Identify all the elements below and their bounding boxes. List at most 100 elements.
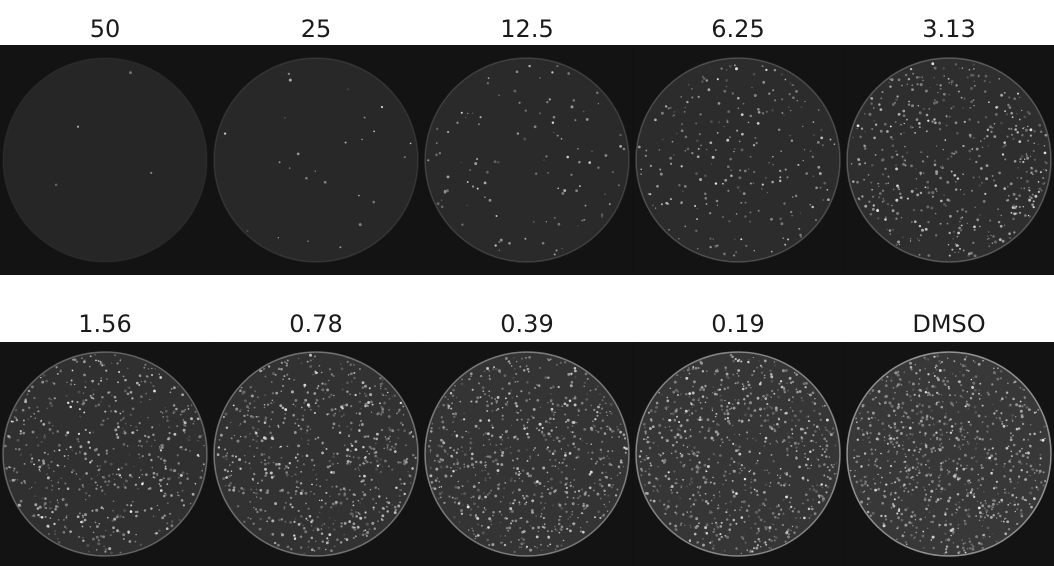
speck — [332, 503, 335, 506]
speck — [960, 466, 961, 467]
speck — [122, 428, 123, 429]
speck — [753, 410, 755, 412]
speck — [321, 451, 324, 454]
speck — [791, 437, 792, 438]
speck — [909, 468, 911, 470]
speck — [571, 381, 574, 384]
speck — [1042, 439, 1045, 442]
speck — [287, 491, 290, 494]
speck — [805, 417, 807, 419]
speck — [92, 389, 94, 391]
speck — [601, 516, 602, 517]
speck — [49, 428, 52, 431]
speck — [811, 465, 812, 466]
speck — [346, 391, 348, 393]
speck — [903, 462, 904, 463]
speck — [461, 446, 463, 448]
speck — [828, 469, 830, 471]
speck — [820, 129, 822, 131]
speck — [998, 221, 1000, 223]
speck — [705, 493, 707, 495]
speck — [777, 389, 779, 391]
speck — [979, 438, 981, 440]
speck — [758, 530, 760, 532]
speck — [472, 530, 474, 532]
speck — [222, 456, 224, 458]
speck — [478, 482, 480, 484]
speck — [1020, 177, 1022, 179]
speck — [930, 496, 932, 498]
speck — [623, 433, 626, 436]
speck — [605, 506, 607, 508]
speck — [750, 392, 753, 395]
speck — [567, 373, 570, 376]
speck — [327, 466, 330, 469]
speck — [960, 189, 961, 190]
speck — [926, 418, 929, 421]
speck — [249, 501, 250, 502]
speck — [289, 462, 291, 464]
speck — [761, 399, 762, 400]
speck — [487, 526, 490, 529]
speck — [271, 381, 272, 382]
speck — [961, 208, 964, 211]
speck — [943, 67, 945, 69]
speck — [735, 492, 738, 495]
speck — [733, 470, 736, 473]
speck — [1002, 146, 1004, 148]
speck — [958, 445, 961, 448]
speck — [816, 425, 819, 428]
speck — [980, 167, 983, 170]
speck — [518, 501, 520, 503]
speck — [332, 427, 334, 429]
speck — [880, 97, 882, 99]
speck — [960, 448, 961, 449]
speck — [925, 368, 927, 370]
speck — [831, 432, 833, 434]
speck — [960, 229, 963, 232]
speck — [441, 205, 444, 208]
speck — [183, 429, 186, 432]
speck — [950, 107, 952, 109]
speck — [97, 465, 99, 467]
speck — [601, 458, 603, 460]
speck — [253, 456, 254, 457]
speck — [936, 355, 939, 358]
speck — [625, 452, 627, 454]
speck — [935, 234, 937, 236]
speck — [244, 435, 247, 438]
speck — [679, 497, 681, 499]
speck — [77, 126, 79, 128]
speck — [912, 388, 914, 390]
speck — [54, 530, 56, 532]
speck — [949, 215, 952, 218]
speck — [44, 452, 46, 454]
speck — [42, 423, 45, 426]
speck — [78, 441, 79, 442]
speck — [717, 424, 720, 427]
speck — [48, 533, 49, 534]
speck — [486, 171, 489, 174]
speck — [151, 374, 153, 376]
speck — [26, 393, 28, 395]
speck — [892, 144, 895, 147]
speck — [869, 441, 871, 443]
speck — [1009, 106, 1012, 109]
speck — [916, 83, 918, 85]
speck — [293, 534, 295, 536]
speck — [397, 429, 399, 431]
speck — [966, 465, 968, 467]
speck — [597, 386, 598, 387]
speck — [64, 482, 66, 484]
speck — [606, 426, 608, 428]
speck — [123, 509, 126, 512]
speck — [296, 466, 298, 468]
speck — [558, 386, 560, 388]
speck — [246, 230, 248, 232]
speck — [66, 449, 67, 450]
speck — [659, 485, 661, 487]
speck — [729, 532, 730, 533]
speck — [219, 439, 221, 441]
speck — [117, 381, 119, 383]
speck — [937, 484, 940, 487]
